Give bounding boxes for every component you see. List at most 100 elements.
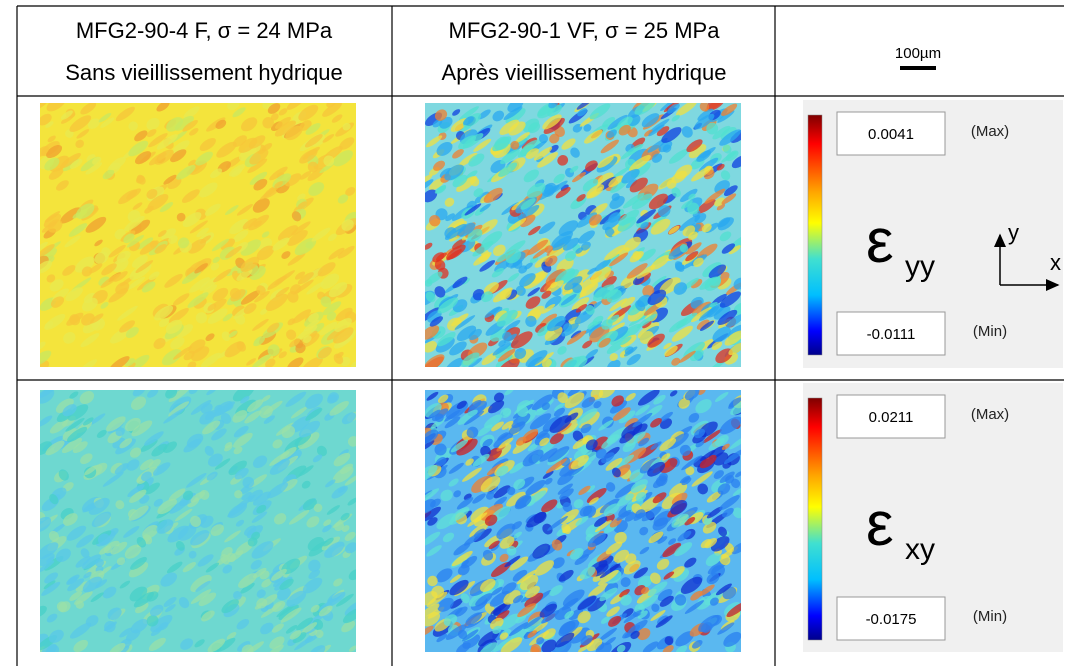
strain-blob	[496, 465, 509, 477]
strain-blob	[291, 211, 302, 222]
strain-blob	[425, 429, 439, 444]
strain-blob	[450, 439, 469, 453]
strain-blob	[434, 259, 446, 271]
strain-blob	[445, 357, 465, 367]
strain-blob	[272, 623, 284, 633]
strain-blob	[541, 610, 560, 624]
strain-blob	[276, 587, 291, 601]
strain-blob	[82, 297, 98, 312]
strain-blob	[199, 137, 216, 152]
strain-blob	[472, 241, 494, 257]
strain-blob	[97, 533, 111, 546]
strain-blob	[484, 306, 501, 318]
strain-blob	[648, 531, 664, 544]
strain-blob	[170, 336, 185, 350]
strain-blob	[322, 301, 342, 316]
strain-blob	[195, 580, 211, 592]
strain-blob	[522, 428, 539, 442]
strain-blob	[339, 137, 355, 150]
strain-blob	[636, 209, 657, 224]
strain-blob	[256, 285, 266, 296]
max-label: (Max)	[971, 123, 1009, 140]
strain-blob	[692, 639, 703, 649]
strain-blob	[641, 113, 660, 128]
strain-blob	[726, 314, 741, 328]
strain-blob	[668, 225, 680, 235]
strain-blob	[580, 423, 592, 434]
strain-blob	[436, 513, 457, 530]
strain-blob	[509, 556, 529, 571]
strain-blob	[696, 199, 716, 214]
strain-blob	[129, 586, 148, 602]
strain-blob	[456, 325, 477, 342]
strain-blob	[261, 395, 271, 402]
strain-blob	[661, 127, 682, 143]
strain-blob	[302, 498, 317, 511]
strain-blob	[723, 185, 738, 197]
strain-blob	[323, 519, 332, 527]
strain-blob	[176, 212, 186, 222]
strain-blob	[678, 350, 696, 363]
strain-blob	[502, 331, 512, 341]
strain-blob	[134, 151, 152, 165]
strain-blob	[228, 503, 248, 519]
strain-blob	[675, 645, 688, 652]
strain-blob	[100, 302, 109, 309]
strain-blob	[310, 604, 320, 613]
strain-blob	[153, 338, 166, 350]
strain-blob	[729, 234, 741, 251]
strain-blob	[40, 441, 52, 456]
strain-blob	[524, 592, 544, 608]
strain-blob	[307, 161, 319, 173]
strain-blob	[41, 581, 61, 596]
strain-blob	[731, 542, 741, 555]
strain-blob	[309, 645, 326, 652]
strain-blob	[101, 263, 117, 276]
strain-blob	[272, 237, 290, 251]
strain-blob	[56, 180, 69, 191]
strain-blob	[671, 357, 681, 366]
strain-blob	[492, 244, 506, 257]
strain-blob	[230, 289, 246, 302]
strain-blob	[425, 354, 445, 367]
strain-blob	[512, 569, 528, 582]
strain-blob	[607, 359, 621, 367]
strain-blob	[614, 454, 635, 470]
strain-blob	[564, 392, 585, 409]
strain-blob	[286, 103, 305, 110]
strain-blob	[437, 297, 459, 314]
strain-blob	[115, 427, 125, 437]
strain-blob	[543, 182, 557, 195]
strain-blob	[582, 340, 593, 349]
strain-blob	[477, 109, 491, 120]
strain-blob	[618, 209, 640, 226]
strain-blob	[570, 547, 584, 560]
strain-blob	[642, 641, 659, 652]
strain-blob	[650, 609, 666, 621]
strain-blob	[618, 124, 631, 136]
strain-blob	[572, 437, 589, 450]
strain-blob	[189, 277, 210, 293]
strain-blob	[437, 331, 456, 347]
strain-blob	[317, 346, 332, 359]
strain-blob	[491, 421, 504, 432]
strain-blob	[632, 275, 645, 285]
strain-blob	[166, 117, 184, 132]
strain-blob	[496, 309, 518, 327]
strain-blob	[243, 303, 257, 314]
strain-blob	[544, 477, 553, 485]
strain-blob	[177, 237, 190, 249]
strain-blob	[456, 642, 471, 652]
strain-blob	[533, 146, 553, 161]
strain-blob	[135, 602, 149, 614]
strain-blob	[704, 188, 726, 204]
strain-blob	[481, 503, 503, 521]
strain-blob	[126, 234, 145, 248]
strain-blob	[437, 597, 454, 612]
strain-blob	[462, 133, 484, 149]
strain-blob	[525, 148, 539, 160]
strain-blob	[492, 607, 502, 616]
strain-blob	[635, 492, 647, 502]
strain-blob	[625, 179, 638, 189]
strain-blob	[539, 448, 558, 462]
